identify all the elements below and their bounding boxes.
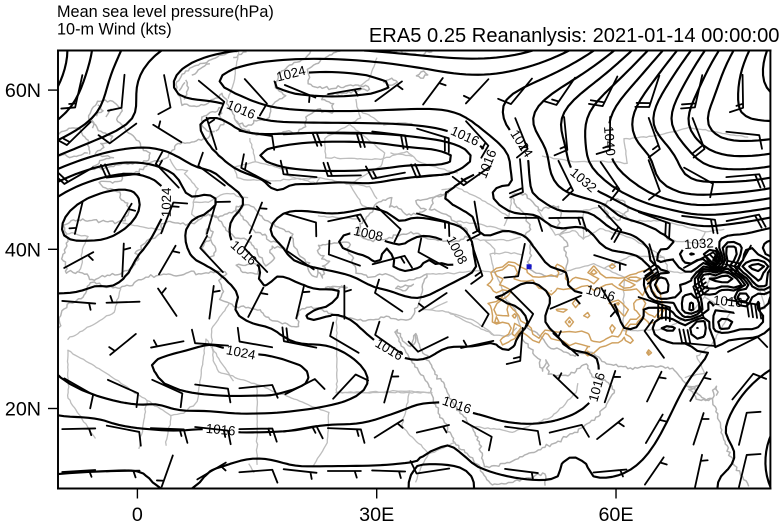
svg-text:1040: 1040: [601, 126, 618, 157]
svg-text:1016: 1016: [205, 421, 236, 439]
svg-text:1024: 1024: [159, 187, 174, 217]
svg-text:20N: 20N: [5, 399, 41, 421]
svg-text:60E: 60E: [598, 504, 633, 526]
svg-text:60N: 60N: [5, 80, 41, 102]
svg-text:10-m Wind (kts): 10-m Wind (kts): [57, 21, 172, 39]
svg-text:40N: 40N: [5, 239, 41, 261]
svg-text:1016: 1016: [712, 292, 743, 310]
svg-text:1024: 1024: [275, 63, 308, 85]
svg-text:30E: 30E: [359, 504, 394, 526]
svg-text:Mean sea level pressure(hPa): Mean sea level pressure(hPa): [57, 3, 274, 21]
svg-text:1032: 1032: [684, 235, 714, 252]
svg-text:0: 0: [132, 504, 143, 526]
svg-text:ERA5 0.25 Reananlysis: 2021-01: ERA5 0.25 Reananlysis: 2021-01-14 00:00:…: [369, 25, 779, 47]
svg-text:1016: 1016: [584, 282, 617, 305]
svg-text:1008: 1008: [352, 223, 384, 244]
svg-text:1024: 1024: [225, 342, 258, 363]
